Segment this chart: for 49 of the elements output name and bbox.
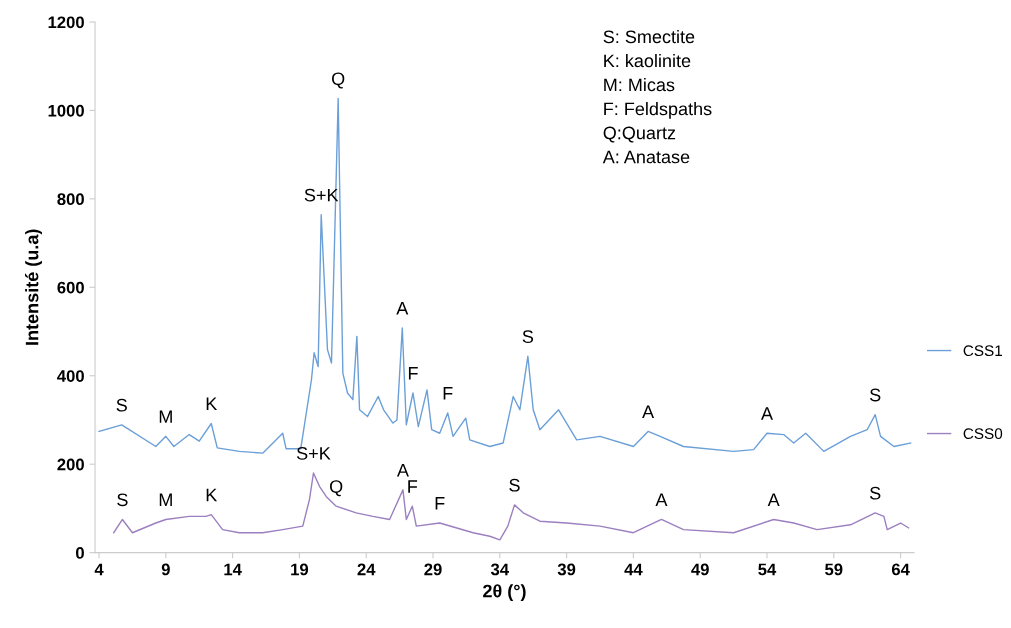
y-tick-label: 1000 <box>48 104 84 117</box>
annotation: A <box>396 302 409 315</box>
y-tick-label: 200 <box>57 458 84 471</box>
annotation: A <box>655 493 668 507</box>
x-tick-label: 14 <box>224 563 242 576</box>
annotation: S <box>522 330 534 343</box>
x-axis-title: 2θ (°) <box>483 584 526 601</box>
legend-label: CSS0 <box>963 428 1003 440</box>
annotation: Q <box>332 72 345 89</box>
annotation: F <box>408 480 418 493</box>
annotation: A <box>761 407 773 420</box>
annotation: S <box>117 493 128 507</box>
annotation: M <box>159 410 172 423</box>
x-tick-label: 39 <box>557 563 576 576</box>
annotation: S <box>116 398 127 412</box>
annotation: S+K <box>296 446 331 460</box>
annotation: A <box>767 493 780 507</box>
y-tick-label: 600 <box>57 281 84 294</box>
x-tick-label: 34 <box>490 563 509 576</box>
x-tick-label: 24 <box>357 563 376 576</box>
x-tick-label: 29 <box>424 563 442 576</box>
x-tick-label: 44 <box>624 563 643 576</box>
y-tick-label: 0 <box>76 547 84 559</box>
x-tick-label: 19 <box>291 563 309 576</box>
annotation: S <box>870 486 881 500</box>
annotation: K <box>206 397 218 411</box>
annotation: F <box>408 367 418 380</box>
annotation: S <box>509 478 520 492</box>
annotation: A <box>642 405 655 418</box>
annotation: M <box>159 493 172 507</box>
legend-label: CSS1 <box>963 345 1002 357</box>
annotation: F <box>435 497 445 510</box>
annotation: K <box>206 488 218 502</box>
y-tick-label: 1200 <box>48 16 84 29</box>
x-tick-label: 9 <box>161 563 170 576</box>
x-tick-label: 59 <box>825 563 843 576</box>
x-tick-label: 4 <box>94 563 104 576</box>
annotation: S <box>870 388 881 402</box>
y-axis-title: Intensité (u.a) <box>25 229 42 345</box>
x-tick-label: 49 <box>691 563 709 576</box>
annotation: F <box>443 387 453 400</box>
y-tick-label: 800 <box>57 193 84 206</box>
y-tick-label: 400 <box>57 370 84 382</box>
annotation: S+K <box>304 188 339 202</box>
x-tick-label: 64 <box>891 563 910 576</box>
annotation: Q <box>330 480 343 497</box>
x-tick-label: 54 <box>758 563 777 576</box>
annotation: S: Smectite K: kaolinite M: Micas F: Feldspaths Q:Quartz A: Anatase <box>602 29 712 164</box>
annotation: A <box>396 463 409 477</box>
